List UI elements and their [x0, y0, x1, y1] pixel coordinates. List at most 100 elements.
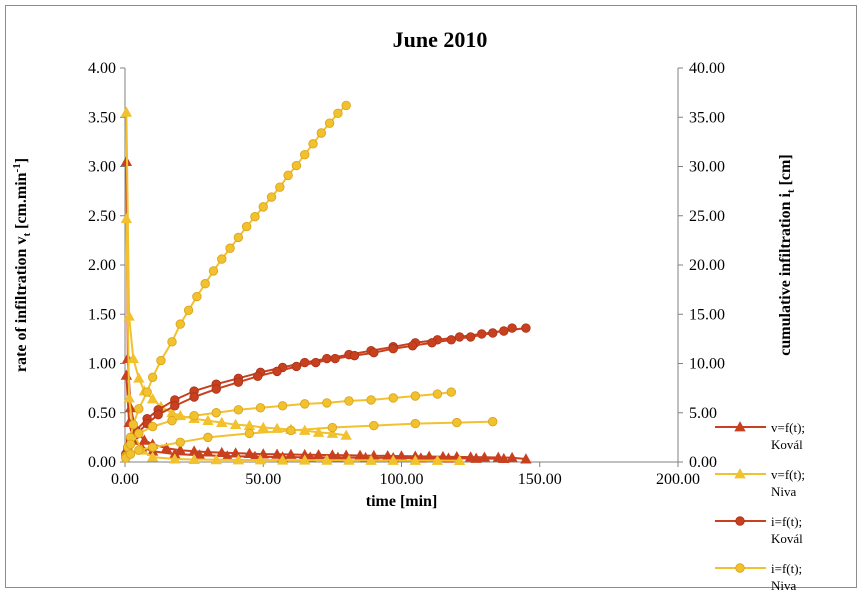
- series-1-point: [365, 454, 377, 465]
- series-2-point: [189, 392, 199, 402]
- series-3-point: [366, 395, 376, 405]
- legend-swatch-marker: [734, 468, 746, 479]
- series-0-point: [506, 451, 518, 463]
- series-3-point: [203, 432, 213, 443]
- series-0-point: [120, 369, 133, 380]
- series-0-point: [520, 453, 532, 464]
- series-1-point: [146, 393, 159, 404]
- legend-label: v=f(t);: [771, 420, 805, 435]
- legend-label: Niva: [771, 484, 797, 499]
- legend-label: v=f(t);: [771, 467, 805, 482]
- series-1-point: [169, 453, 181, 464]
- series-1-point: [202, 414, 214, 426]
- series-3-point: [327, 422, 338, 433]
- series-3-point: [147, 442, 158, 452]
- legend-swatch-marker: [735, 563, 745, 573]
- series-3: [121, 100, 498, 463]
- series-1-point: [120, 106, 133, 117]
- series-3-point: [410, 391, 421, 401]
- y-left-tick-label: 1.00: [88, 356, 116, 373]
- series-1-point: [409, 454, 422, 465]
- series-3-point: [250, 212, 260, 222]
- series-0-point: [304, 451, 316, 462]
- series-3-point: [275, 182, 285, 192]
- series-2-point: [272, 366, 282, 377]
- series-1-point: [340, 429, 352, 440]
- series-3-point: [134, 404, 144, 414]
- series-1-point: [271, 422, 283, 433]
- y-right-tick-label: 25.00: [689, 208, 725, 225]
- series-3-point: [189, 411, 199, 421]
- series-1-point: [321, 454, 333, 465]
- series-3-point: [488, 416, 498, 427]
- x-axis-label: time [min]: [366, 493, 438, 510]
- series-2-point: [407, 341, 418, 351]
- series-3-point: [175, 437, 186, 448]
- series-1-point: [123, 392, 135, 403]
- series-3-point: [167, 415, 177, 426]
- y-left-tick-label: 2.00: [88, 257, 116, 274]
- series-3-point: [341, 100, 351, 111]
- series-1-point: [127, 352, 139, 363]
- series-1-point: [431, 454, 444, 465]
- legend-entry-1: v=f(t); Niva: [715, 467, 805, 499]
- series-2-point: [488, 328, 498, 338]
- series-3-point: [277, 401, 288, 411]
- series-2-point: [330, 353, 340, 364]
- series-3-point: [233, 405, 244, 415]
- series-3-point: [291, 160, 302, 171]
- legend-label: i=f(t);: [771, 514, 802, 529]
- series-3-point: [258, 202, 268, 212]
- chart-title: June 2010: [393, 27, 488, 52]
- y-left-tick-label: 3.50: [88, 109, 116, 126]
- legend-swatch-marker: [734, 421, 746, 432]
- series-3-point: [192, 291, 202, 302]
- x-tick-label: 100.00: [380, 471, 424, 488]
- series-1: [120, 106, 466, 466]
- series-2-point: [211, 384, 221, 394]
- series-3-point: [266, 192, 277, 202]
- series-3-point: [446, 387, 456, 397]
- series-1-point: [387, 454, 399, 465]
- series-3-point: [200, 279, 210, 289]
- series-1-point: [188, 453, 200, 464]
- x-tick-label: 50.00: [245, 471, 281, 488]
- series-2-point: [521, 323, 531, 333]
- legend-label: Niva: [771, 578, 797, 593]
- x-tick-label: 150.00: [518, 471, 562, 488]
- y-right-tick-label: 20.00: [689, 257, 725, 274]
- series-1-point: [343, 454, 355, 465]
- series-0-point: [498, 452, 510, 464]
- series-3-point: [333, 108, 343, 119]
- series-1-point: [312, 426, 325, 437]
- legend-entry-3: i=f(t); Niva: [715, 561, 802, 593]
- series-3-point: [125, 449, 136, 459]
- y-right-tick-label: 30.00: [689, 159, 725, 176]
- series-3-point: [183, 305, 194, 316]
- y-left-tick-label: 3.00: [88, 159, 116, 176]
- series-0-point: [332, 451, 344, 462]
- series-2-point: [369, 347, 379, 358]
- series-3-point: [324, 118, 335, 128]
- series-2-point: [465, 332, 476, 342]
- legend-entry-0: v=f(t); Kovál: [715, 420, 805, 452]
- series-3-point: [452, 417, 462, 428]
- y-left-tick-label: 4.00: [88, 60, 116, 77]
- series-1-point: [133, 372, 145, 383]
- x-tick-label: 0.00: [111, 471, 139, 488]
- series-3-point: [156, 355, 166, 366]
- series-2-point: [170, 401, 180, 411]
- series-3-point: [241, 221, 252, 232]
- legend-label: Kovál: [771, 531, 803, 546]
- y-left-tick-label: 2.50: [88, 208, 116, 225]
- series-2-point: [153, 410, 163, 420]
- series-3-point: [322, 398, 332, 408]
- series-3-point: [147, 372, 158, 382]
- series-1-point: [216, 416, 228, 428]
- series-1-point: [276, 454, 289, 465]
- series-2-point: [311, 357, 321, 368]
- series-1-point: [146, 451, 159, 462]
- legend-entry-2: i=f(t); Kovál: [715, 514, 803, 546]
- series-3-point: [217, 254, 227, 264]
- series-2-point: [427, 338, 437, 348]
